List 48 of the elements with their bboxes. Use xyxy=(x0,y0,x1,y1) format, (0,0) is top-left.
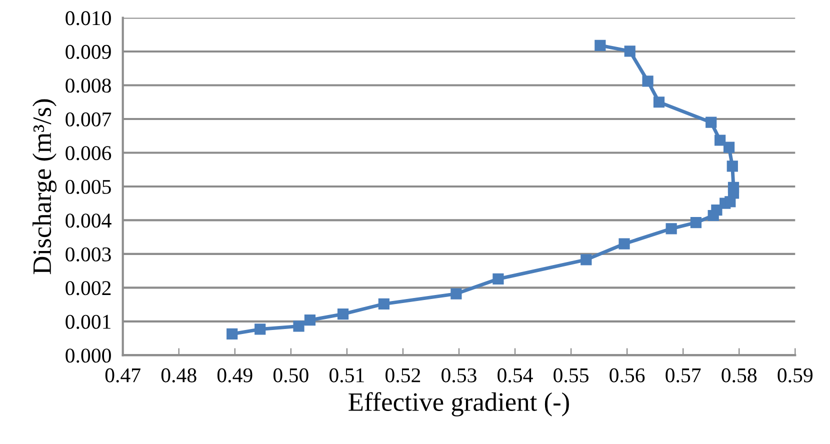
point xyxy=(711,204,722,216)
point xyxy=(594,40,606,51)
point xyxy=(337,308,349,320)
point xyxy=(580,254,592,266)
point xyxy=(653,96,665,108)
y-tick-label: 0.003 xyxy=(66,247,111,262)
x-tick-label: 0.56 xyxy=(610,368,645,382)
point xyxy=(723,142,735,153)
point xyxy=(618,238,630,250)
point xyxy=(728,182,740,194)
point xyxy=(714,134,726,146)
point xyxy=(666,223,677,234)
y-tick-label: 0.007 xyxy=(66,112,112,127)
x-tick-label: 0.49 xyxy=(217,368,252,382)
point xyxy=(492,273,504,284)
y-tick-label: 0.006 xyxy=(66,146,112,160)
x-tick-label: 0.59 xyxy=(778,368,813,382)
x-tick-label: 0.58 xyxy=(722,368,757,382)
x-tick-label: 0.54 xyxy=(498,368,533,382)
x-tick-label: 0.55 xyxy=(554,368,588,382)
y-tick-label: 0.000 xyxy=(66,348,111,363)
y-tick-label: 0.001 xyxy=(66,314,110,329)
y-tick-label: 0.002 xyxy=(66,281,111,296)
point xyxy=(254,324,266,335)
point xyxy=(293,320,304,332)
point xyxy=(378,298,390,310)
y-tick-label: 0.004 xyxy=(66,214,112,228)
y-tick-label: 0.010 xyxy=(66,11,111,26)
x-tick-label: 0.57 xyxy=(666,368,701,382)
x-tick-label: 0.51 xyxy=(330,368,364,382)
point xyxy=(690,217,702,228)
point xyxy=(304,314,316,326)
x-tick-label: 0.53 xyxy=(442,368,476,382)
x-tick-label: 0.48 xyxy=(161,368,196,382)
point xyxy=(450,288,462,300)
x-axis-title: Effective gradient (-) xyxy=(348,392,569,416)
y-tick-label: 0.009 xyxy=(66,44,111,60)
point xyxy=(726,160,738,172)
x-tick-label: 0.52 xyxy=(386,368,420,382)
point xyxy=(642,76,654,87)
x-tick-label: 0.50 xyxy=(273,368,308,382)
y-tick-label: 0.008 xyxy=(66,78,111,93)
y-tick-label: 0.005 xyxy=(66,180,111,194)
y-axis-title: Discharge (m³/s) xyxy=(32,99,57,274)
point xyxy=(706,116,717,128)
point xyxy=(624,46,636,57)
point xyxy=(226,328,238,340)
x-tick-label: 0.47 xyxy=(105,368,140,382)
